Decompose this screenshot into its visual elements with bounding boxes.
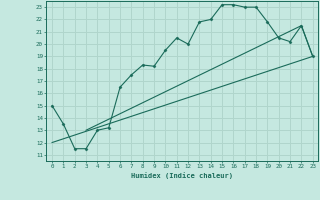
X-axis label: Humidex (Indice chaleur): Humidex (Indice chaleur) [132, 172, 233, 179]
